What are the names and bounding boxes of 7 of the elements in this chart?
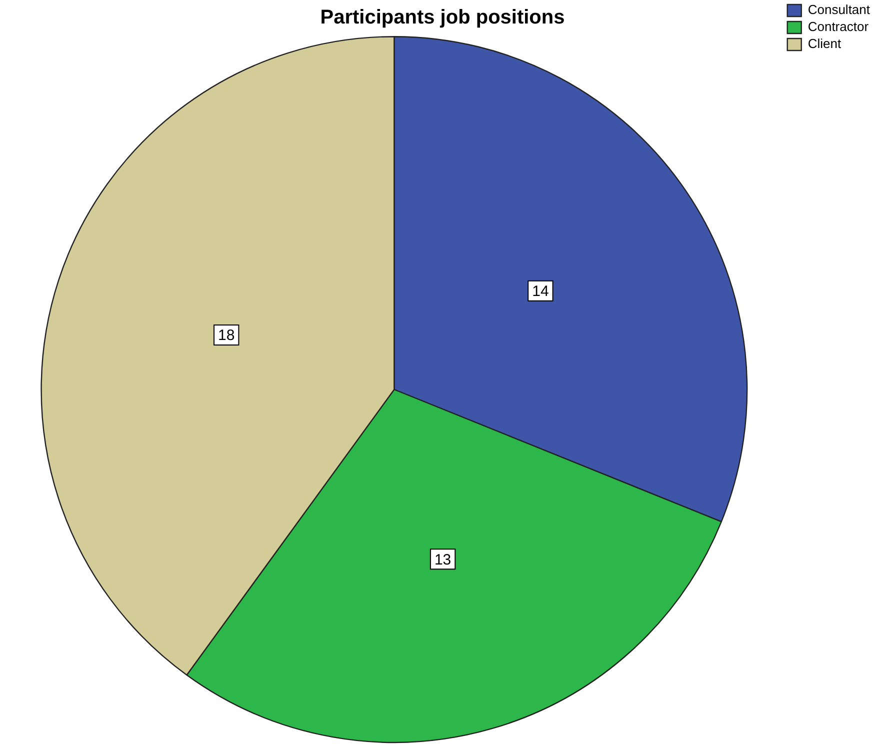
data-label: 13 (434, 551, 452, 568)
legend-label: Consultant (808, 2, 870, 18)
legend-label: Client (808, 36, 842, 52)
legend-label: Contractor (808, 19, 870, 34)
data-label: 14 (532, 282, 549, 300)
data-label: 18 (218, 327, 235, 344)
chart-title: Participants job positions (320, 6, 565, 29)
